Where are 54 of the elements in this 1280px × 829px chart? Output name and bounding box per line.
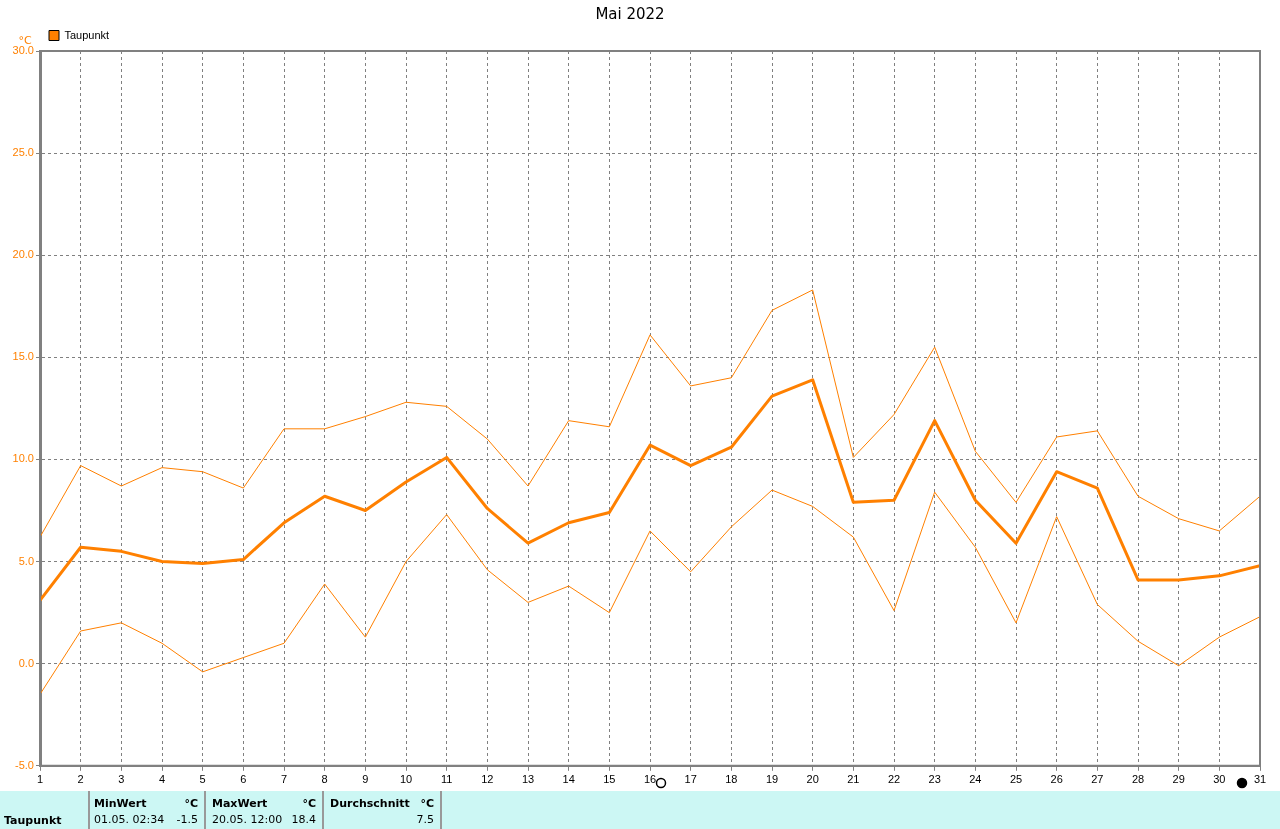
x-tick-label: 24	[969, 773, 982, 786]
y-tick-label: -5.0	[15, 758, 34, 771]
text: Taupunkt	[4, 814, 62, 827]
text: °C	[184, 797, 198, 810]
text: 20.05. 12:00	[212, 813, 283, 826]
y-tick-label: 20.0	[12, 248, 34, 261]
x-tick-label: 20	[806, 773, 819, 786]
y-tick-label: 0.0	[18, 656, 34, 669]
x-tick-label: 11	[440, 773, 453, 786]
x-tick-label: 1	[36, 773, 44, 786]
text: -1.5	[176, 813, 198, 826]
text: 18.4	[291, 813, 316, 826]
x-tick-label: 28	[1131, 773, 1145, 786]
x-tick-label: 22	[887, 773, 901, 786]
y-tick-label: 5.0	[18, 554, 34, 567]
x-tick-label: 8	[321, 773, 328, 786]
text: 01.05. 02:34	[94, 813, 165, 826]
y-tick-label: 30.0	[12, 44, 34, 57]
x-tick-label: 29	[1172, 773, 1185, 786]
x-tick-label: 31	[1253, 773, 1267, 786]
x-tick-label: 21	[847, 773, 860, 786]
x-tick-label: 15	[603, 773, 616, 786]
text: Durchschnitt	[330, 797, 410, 810]
y-tick-label: 15.0	[12, 350, 34, 363]
x-tick-label: 17	[684, 773, 697, 786]
x-tick-label: 2	[77, 773, 84, 786]
text: 7.5	[416, 813, 434, 826]
text: °C	[302, 797, 316, 810]
x-tick-label: 12	[481, 773, 494, 786]
text: MaxWert	[212, 797, 268, 810]
x-tick-label: 30	[1213, 773, 1226, 786]
x-tick-label: 23	[928, 773, 941, 786]
text: °C	[420, 797, 434, 810]
x-tick-label: 6	[240, 773, 247, 786]
x-tick-label: 10	[399, 773, 413, 786]
chart-title: Mai 2022	[595, 4, 665, 23]
x-tick-label: 3	[118, 773, 125, 786]
x-tick-label: 16	[643, 773, 657, 786]
legend-label: Taupunkt	[64, 28, 110, 41]
x-tick-label: 25	[1009, 773, 1023, 786]
x-tick-label: 5	[199, 773, 206, 786]
x-tick-label: 18	[725, 773, 738, 786]
x-tick-label: 27	[1091, 773, 1104, 786]
x-tick-label: 26	[1050, 773, 1063, 786]
x-tick-label: 7	[280, 773, 288, 786]
x-tick-label: 13	[521, 773, 535, 786]
x-tick-label: 9	[362, 773, 369, 786]
y-tick-label: 25.0	[12, 146, 34, 159]
text: MinWert	[94, 797, 147, 810]
y-tick-label: 10.0	[12, 452, 34, 465]
x-tick-label: 14	[562, 773, 575, 786]
x-tick-label: 4	[158, 773, 166, 786]
x-tick-label: 19	[765, 773, 779, 786]
y-axis-title: °C	[18, 33, 32, 47]
